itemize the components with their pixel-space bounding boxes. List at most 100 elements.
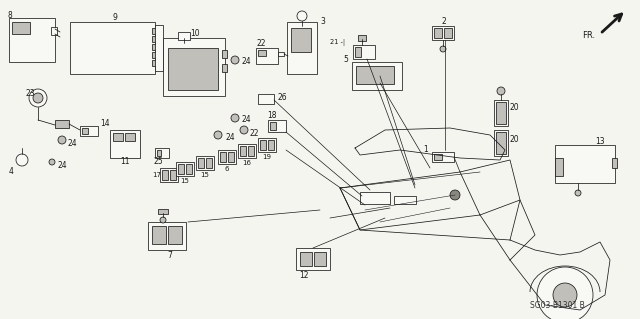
Circle shape — [240, 126, 248, 134]
Text: 25: 25 — [153, 158, 163, 167]
Bar — [258, 50, 266, 56]
Bar — [612, 158, 617, 168]
Circle shape — [33, 93, 43, 103]
Text: 16: 16 — [243, 160, 252, 166]
Bar — [155, 148, 169, 158]
Bar — [394, 196, 416, 204]
Bar — [51, 27, 57, 35]
Bar — [113, 133, 123, 141]
Bar — [222, 64, 227, 72]
Bar — [258, 138, 276, 152]
Bar — [170, 170, 176, 180]
Bar — [178, 32, 190, 40]
Bar — [152, 36, 157, 42]
Bar — [278, 52, 284, 56]
Circle shape — [58, 136, 66, 144]
Text: 2: 2 — [442, 18, 446, 26]
Text: 17: 17 — [152, 172, 161, 178]
Text: 26: 26 — [278, 93, 287, 101]
Circle shape — [440, 46, 446, 52]
Bar — [555, 145, 615, 183]
Bar — [555, 158, 563, 176]
Circle shape — [231, 56, 239, 64]
Bar — [360, 192, 390, 204]
Bar — [152, 28, 157, 34]
Bar — [220, 152, 226, 162]
Bar — [268, 140, 274, 150]
Bar — [152, 60, 157, 66]
Bar — [186, 164, 192, 174]
Circle shape — [29, 89, 47, 107]
Bar — [222, 50, 227, 58]
Text: 15: 15 — [200, 172, 209, 178]
Text: 21 -|: 21 -| — [330, 39, 345, 46]
Bar — [12, 22, 30, 34]
Text: FR.: FR. — [582, 32, 595, 41]
Bar — [240, 146, 246, 156]
Text: 18: 18 — [268, 110, 276, 120]
Bar — [268, 120, 286, 132]
Bar — [162, 170, 168, 180]
Bar — [206, 158, 212, 168]
Circle shape — [231, 114, 239, 122]
Bar — [110, 130, 140, 158]
Bar — [358, 35, 366, 41]
Text: 14: 14 — [100, 120, 109, 129]
Bar — [248, 146, 254, 156]
Bar — [152, 52, 157, 58]
Text: 22: 22 — [250, 129, 259, 137]
Bar — [55, 120, 69, 128]
Bar — [260, 140, 266, 150]
Text: 6: 6 — [225, 166, 229, 172]
Bar — [228, 152, 234, 162]
Circle shape — [553, 283, 577, 307]
Text: SG03-B1301 B: SG03-B1301 B — [530, 300, 585, 309]
Bar — [432, 152, 454, 162]
Text: 24: 24 — [242, 57, 252, 66]
Bar — [176, 162, 194, 176]
Bar — [152, 226, 166, 244]
Bar — [125, 133, 135, 141]
Bar — [494, 100, 508, 126]
Text: 19: 19 — [262, 154, 271, 160]
Bar — [178, 164, 184, 174]
Text: 12: 12 — [300, 271, 308, 279]
Bar — [82, 128, 88, 134]
Circle shape — [16, 154, 28, 166]
Bar — [256, 48, 278, 64]
Bar — [291, 28, 311, 52]
Text: 15: 15 — [180, 178, 189, 184]
Bar — [163, 38, 225, 96]
Bar — [287, 22, 317, 74]
Bar — [355, 47, 361, 57]
Circle shape — [49, 159, 55, 165]
Bar — [157, 150, 161, 156]
Text: 20: 20 — [510, 136, 520, 145]
Text: 10: 10 — [190, 29, 200, 39]
Text: 13: 13 — [595, 137, 605, 146]
Circle shape — [297, 11, 307, 21]
Bar — [196, 156, 214, 170]
Bar — [70, 22, 155, 74]
Text: 23: 23 — [25, 88, 35, 98]
Bar — [148, 222, 186, 250]
Bar — [496, 132, 506, 154]
Text: 4: 4 — [9, 167, 14, 176]
Text: 24: 24 — [242, 115, 252, 124]
Bar — [155, 25, 163, 71]
Circle shape — [214, 131, 222, 139]
Circle shape — [450, 190, 460, 200]
Text: 20: 20 — [510, 103, 520, 113]
Bar — [152, 44, 157, 50]
Bar — [434, 154, 442, 160]
Bar — [80, 126, 98, 136]
Bar — [434, 28, 442, 38]
Bar — [9, 18, 55, 62]
Bar — [296, 248, 330, 270]
Text: 8: 8 — [7, 11, 12, 19]
Bar — [258, 94, 274, 104]
Bar — [356, 66, 394, 84]
Text: 22: 22 — [256, 39, 266, 48]
Bar — [160, 168, 178, 182]
Bar — [168, 48, 218, 90]
